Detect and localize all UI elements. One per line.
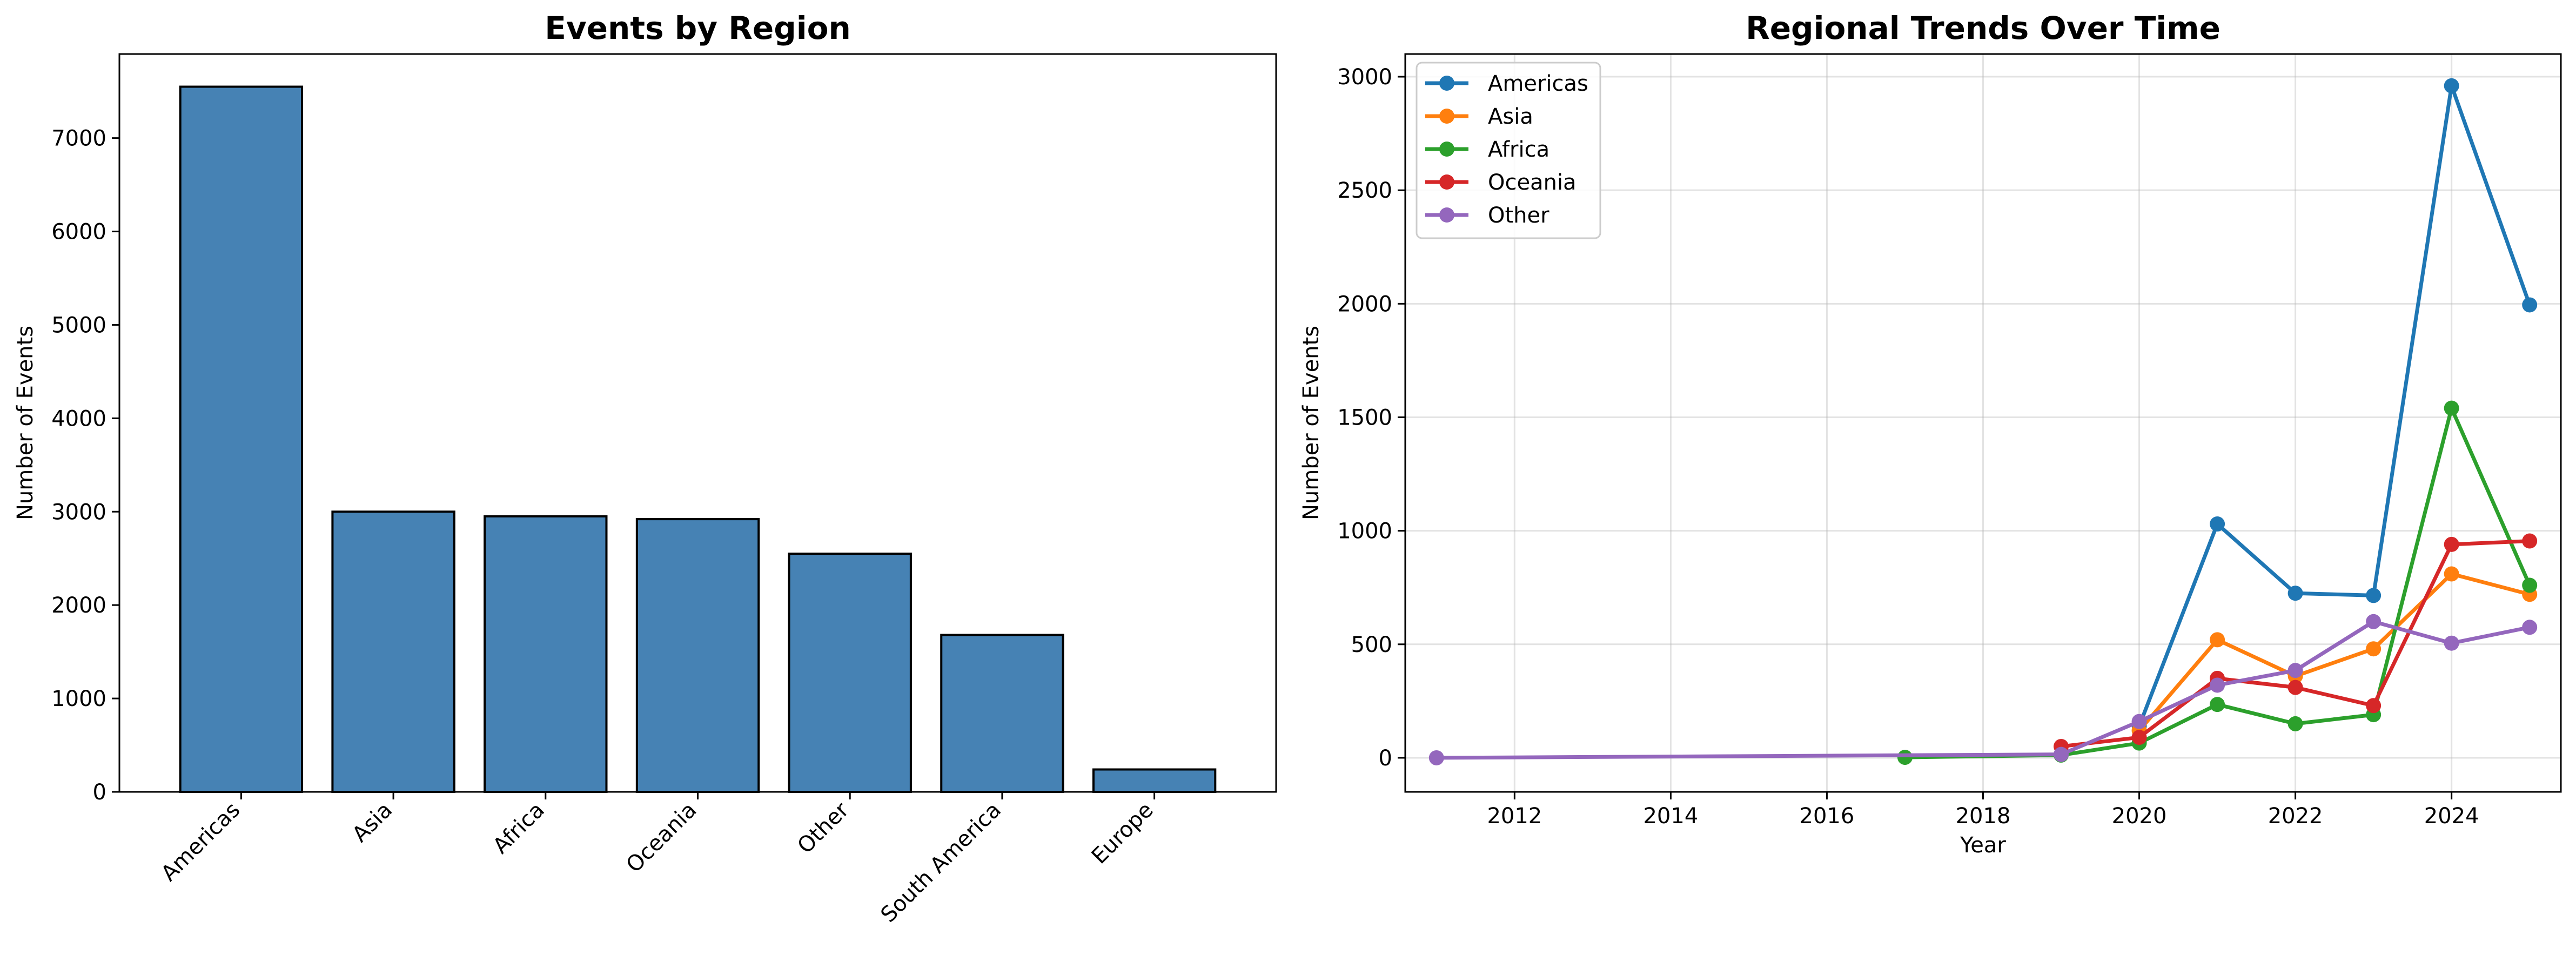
data-point-other <box>2366 614 2382 629</box>
data-point-asia <box>2366 641 2382 657</box>
line-chart: Regional Trends Over Time Number of Even… <box>1299 10 2562 858</box>
legend-label-asia: Asia <box>1488 104 1533 129</box>
bar-africa <box>484 515 608 793</box>
line-chart-title: Regional Trends Over Time <box>1746 10 2221 46</box>
y-tick-label: 2000 <box>1337 292 1392 317</box>
line-chart-y-axis-label: Number of Events <box>1299 326 1324 520</box>
y-tick-label: 500 <box>1351 633 1392 657</box>
data-point-oceania <box>2522 533 2538 549</box>
y-tick-label: 6000 <box>51 220 106 245</box>
data-point-americas <box>2287 586 2303 601</box>
series-line-asia <box>2137 572 2531 732</box>
y-tick-label: 7000 <box>51 126 106 151</box>
data-point-africa <box>1897 750 1913 765</box>
data-point-africa <box>2444 400 2459 416</box>
series-line-americas <box>2137 84 2532 727</box>
y-tick-label: 4000 <box>51 406 106 431</box>
data-point-americas <box>2444 78 2459 93</box>
legend-marker-americas <box>1439 76 1454 91</box>
legend-marker-oceania <box>1439 174 1454 190</box>
x-tick-label: Other <box>793 797 854 858</box>
bar-chart-plot-area: Americas Asia Africa Oceania Other South Amer… <box>51 53 1277 927</box>
x-tick-label: Asia <box>347 798 397 848</box>
bar-europe <box>1092 768 1217 793</box>
series-line-africa <box>1904 406 2532 759</box>
data-point-asia <box>2210 632 2225 648</box>
y-tick-label: 0 <box>1379 746 1392 771</box>
y-tick-label: 2000 <box>51 593 106 618</box>
y-tick-label: 1500 <box>1337 405 1392 430</box>
x-tick-label: South America <box>876 798 1006 927</box>
series-line-other <box>1436 620 2530 760</box>
bar-south-america <box>940 634 1064 793</box>
data-point-africa <box>2522 577 2538 593</box>
data-point-other <box>2210 677 2225 693</box>
y-tick-label: 1000 <box>1337 519 1392 544</box>
line-chart-plot-area: 2012 2014 2016 2018 2020 2022 2024 0 500 1000 1500… <box>1337 53 2562 829</box>
data-point-oceania <box>2366 698 2382 714</box>
legend-label-africa: Africa <box>1488 137 1549 162</box>
x-tick-label: Europe <box>1087 798 1158 869</box>
data-point-other <box>2522 620 2538 635</box>
bar-chart-title: Events by Region <box>545 10 851 46</box>
x-tick-label: Oceania <box>621 798 701 878</box>
bar-chart: Events by Region Number of Events Americ… <box>13 10 1277 927</box>
data-point-asia <box>2444 566 2459 582</box>
data-point-other <box>2444 635 2459 651</box>
x-tick-label: Africa <box>488 798 549 859</box>
y-tick-label: 1000 <box>51 687 106 711</box>
x-tick-label: 2014 <box>1643 804 1698 829</box>
plot-frame <box>118 53 1277 793</box>
line-chart-legend: Americas Asia Africa Oceania Other <box>1416 62 1601 239</box>
plot-frame <box>1404 53 2562 793</box>
data-point-other <box>2054 746 2069 762</box>
x-tick-label: 2024 <box>2424 804 2479 829</box>
bar-americas <box>179 85 304 793</box>
bar-chart-y-axis-label: Number of Events <box>13 326 38 520</box>
data-point-americas <box>2210 516 2225 532</box>
legend-marker-other <box>1439 207 1454 223</box>
x-tick-label: 2012 <box>1487 804 1542 829</box>
legend-label-oceania: Oceania <box>1488 170 1577 195</box>
data-point-oceania <box>2131 730 2147 745</box>
legend-box <box>1416 62 1601 239</box>
data-point-other <box>2131 714 2147 729</box>
data-point-africa <box>2210 697 2225 712</box>
bar-asia <box>331 510 455 793</box>
bar-oceania <box>635 518 760 793</box>
legend-marker-africa <box>1439 142 1454 157</box>
data-point-americas <box>2522 297 2538 313</box>
data-point-other <box>2287 663 2303 678</box>
bar-other <box>788 553 912 793</box>
y-tick-label: 3000 <box>51 500 106 524</box>
data-point-africa <box>2287 716 2303 731</box>
y-tick-label: 2500 <box>1337 178 1392 203</box>
line-chart-x-axis-label: Year <box>1960 833 2006 858</box>
data-point-americas <box>2366 588 2382 603</box>
x-tick-label: 2020 <box>2112 804 2167 829</box>
data-point-other <box>1428 750 1444 765</box>
data-point-oceania <box>2287 680 2303 695</box>
y-tick-label: 3000 <box>1337 65 1392 90</box>
x-tick-label: 2022 <box>2268 804 2323 829</box>
data-point-oceania <box>2444 536 2459 552</box>
x-tick-label: 2016 <box>1800 804 1855 829</box>
x-tick-label: Americas <box>157 798 245 886</box>
legend-label-americas: Americas <box>1488 71 1588 96</box>
legend-label-other: Other <box>1488 203 1549 228</box>
x-tick-label: 2018 <box>1956 804 2011 829</box>
y-tick-label: 0 <box>93 780 106 805</box>
y-tick-label: 5000 <box>51 313 106 338</box>
legend-marker-asia <box>1439 109 1454 124</box>
